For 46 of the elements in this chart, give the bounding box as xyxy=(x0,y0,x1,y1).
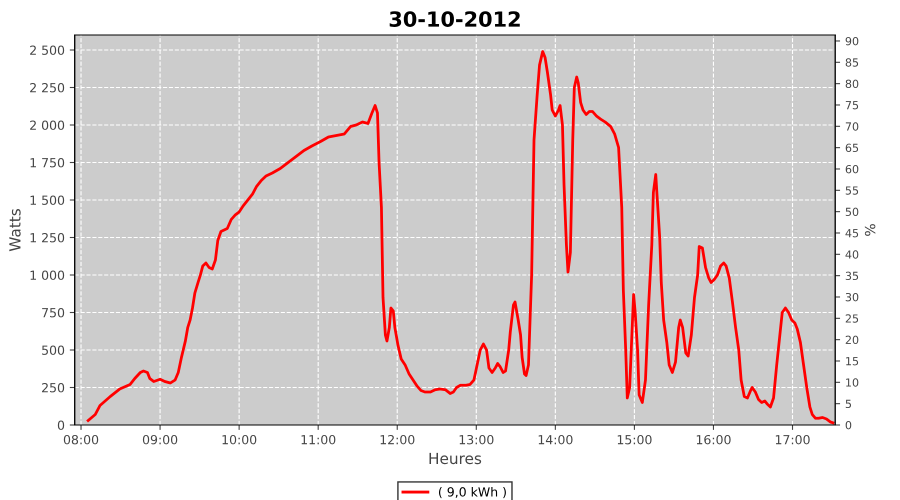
y2-tick-label: 45 xyxy=(845,229,858,238)
x-tick-label: 17:00 xyxy=(776,434,810,444)
x-tick-label: 08:00 xyxy=(64,434,98,444)
x-tick-label: 10:00 xyxy=(222,434,256,444)
y2-tick-label: 65 xyxy=(846,144,858,152)
x-tick-label: 11:00 xyxy=(302,434,336,444)
y2-tick-label: 35 xyxy=(846,272,858,280)
y2-tick-label: 10 xyxy=(846,378,858,387)
y2-tick-label: 20 xyxy=(846,336,858,344)
y2-tick-label: 0 xyxy=(846,420,852,430)
y-axis-title: Watts xyxy=(9,209,21,252)
y2-tick-label: 55 xyxy=(846,186,858,195)
y2-tick-label: 40 xyxy=(845,250,858,259)
x-tick-label: 09:00 xyxy=(142,434,178,444)
y2-axis-title: % xyxy=(864,224,876,236)
y2-tick-label: 85 xyxy=(846,58,858,67)
y-tick-label: 1 250 xyxy=(30,232,64,242)
x-tick-label: 14:00 xyxy=(538,434,573,444)
y2-tick-label: 75 xyxy=(846,101,858,110)
y-tick-label: 1 750 xyxy=(30,158,64,168)
y2-tick-label: 50 xyxy=(846,208,858,216)
y-tick-label: 500 xyxy=(42,345,64,355)
y-tick-label: 2 000 xyxy=(30,120,64,130)
y-tick-label: 250 xyxy=(42,382,64,392)
y2-tick-label: 25 xyxy=(846,314,858,323)
legend-label: ( 9,0 kWh ) xyxy=(438,486,506,498)
y2-tick-label: 90 xyxy=(846,36,858,46)
x-tick-label: 15:00 xyxy=(618,434,652,444)
y2-tick-label: 60 xyxy=(846,164,858,174)
y-tick-label: 2 500 xyxy=(30,45,64,55)
y2-tick-label: 80 xyxy=(846,80,858,88)
y-tick-label: 1 000 xyxy=(30,270,64,280)
x-tick-label: 13:00 xyxy=(460,434,494,444)
y-tick-label: 750 xyxy=(42,308,64,318)
y2-tick-label: 70 xyxy=(846,122,858,131)
y-tick-label: 2 250 xyxy=(30,82,64,92)
y2-tick-label: 5 xyxy=(846,400,852,408)
x-tick-label: 12:00 xyxy=(380,434,414,444)
x-tick-label: 16:00 xyxy=(696,434,731,444)
chart-title: 30-10-2012 xyxy=(390,11,520,27)
line-series xyxy=(86,50,834,424)
y2-tick-label: 15 xyxy=(846,357,858,366)
y-tick-label: 1 500 xyxy=(30,195,64,205)
y-tick-label: 0 xyxy=(58,420,64,430)
x-axis-title: Heures xyxy=(430,452,482,464)
y2-tick-label: 30 xyxy=(846,292,858,302)
